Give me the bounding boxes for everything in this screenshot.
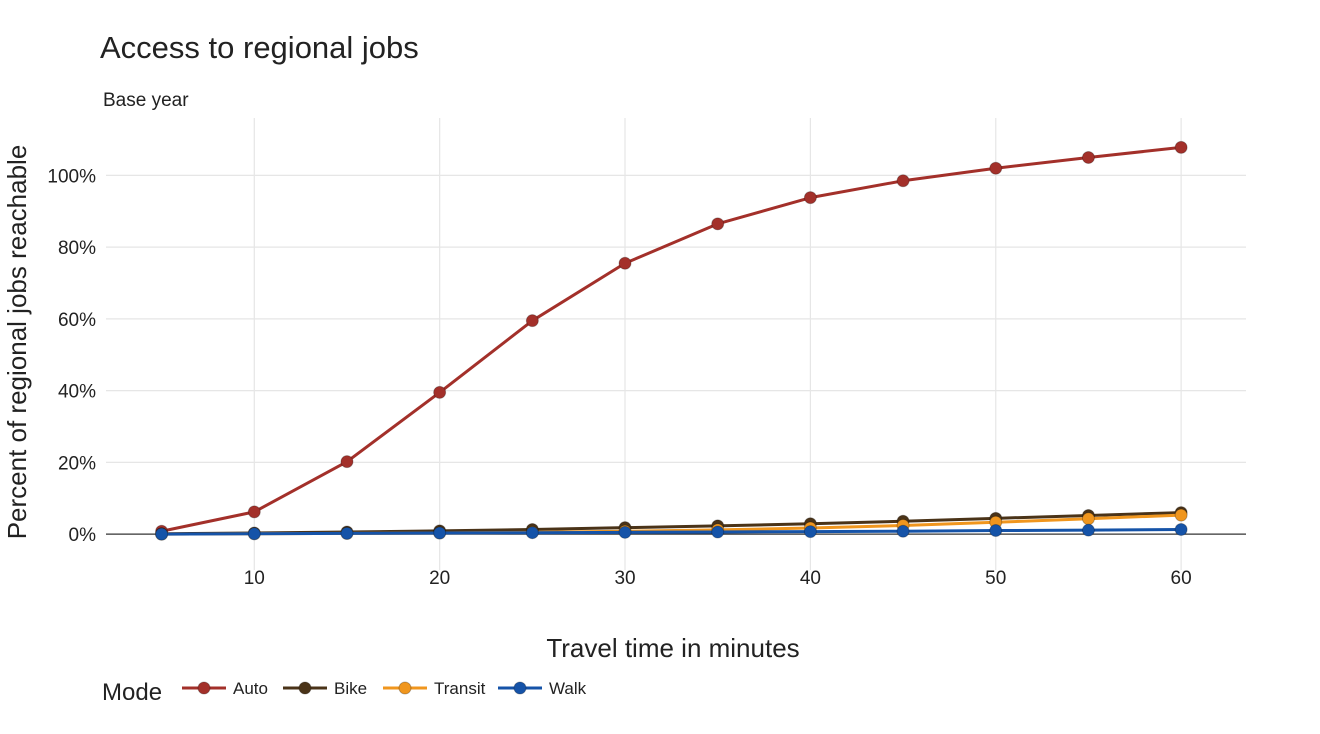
series-auto xyxy=(155,140,1188,538)
y-tick-label: 80% xyxy=(58,238,96,259)
series-transit xyxy=(155,508,1188,541)
x-tick-label: 50 xyxy=(985,568,1006,589)
x-tick-label: 60 xyxy=(1171,568,1192,589)
legend-label: Auto xyxy=(233,679,268,698)
data-point-walk[interactable] xyxy=(1081,523,1095,537)
data-point-auto[interactable] xyxy=(340,455,354,469)
legend-swatch-marker xyxy=(513,681,527,695)
x-tick-label: 20 xyxy=(429,568,450,589)
chart-subtitle: Base year xyxy=(103,90,189,111)
data-point-auto[interactable] xyxy=(896,174,910,188)
y-tick-label: 20% xyxy=(58,453,96,474)
y-tick-label: 60% xyxy=(58,310,96,331)
data-point-auto[interactable] xyxy=(247,505,261,519)
data-point-walk[interactable] xyxy=(340,526,354,540)
legend-label: Transit xyxy=(434,679,486,698)
x-tick-label: 40 xyxy=(800,568,821,589)
data-point-auto[interactable] xyxy=(989,161,1003,175)
legend-item-bike[interactable]: Bike xyxy=(283,679,367,698)
x-tick-label: 10 xyxy=(244,568,265,589)
series-line-walk xyxy=(161,527,1182,536)
data-point-auto[interactable] xyxy=(1081,150,1095,164)
legend-swatch-marker xyxy=(197,681,211,695)
data-point-auto[interactable] xyxy=(711,217,725,231)
data-point-auto[interactable] xyxy=(618,256,632,270)
x-tick-label: 30 xyxy=(614,568,635,589)
data-point-walk[interactable] xyxy=(1174,522,1188,536)
data-point-auto[interactable] xyxy=(433,385,447,399)
data-point-auto[interactable] xyxy=(1174,140,1188,154)
series-line-auto xyxy=(161,145,1182,533)
data-point-walk[interactable] xyxy=(155,527,169,541)
y-tick-label: 40% xyxy=(58,382,96,403)
legend-item-transit[interactable]: Transit xyxy=(383,679,486,698)
data-point-walk[interactable] xyxy=(433,526,447,540)
y-tick-label: 100% xyxy=(47,166,96,187)
legend-swatch-marker xyxy=(398,681,412,695)
data-point-walk[interactable] xyxy=(525,526,539,540)
y-tick-label: 0% xyxy=(69,525,97,546)
legend: Mode Auto Bike Transit Walk xyxy=(102,679,587,706)
axes: 10 20 30 40 50 60 0% 20% 40% 60% 80% 100% xyxy=(47,166,1191,589)
chart-title: Access to regional jobs xyxy=(100,30,419,65)
data-point-walk[interactable] xyxy=(896,524,910,538)
data-point-walk[interactable] xyxy=(711,525,725,539)
y-axis-title: Percent of regional jobs reachable xyxy=(2,145,32,540)
x-axis-title: Travel time in minutes xyxy=(546,633,799,663)
data-point-auto[interactable] xyxy=(525,314,539,328)
data-point-walk[interactable] xyxy=(247,527,261,541)
legend-swatch-marker xyxy=(298,681,312,695)
legend-label: Bike xyxy=(334,679,367,698)
data-point-transit[interactable] xyxy=(1081,512,1095,526)
legend-item-walk[interactable]: Walk xyxy=(498,679,587,698)
data-point-walk[interactable] xyxy=(989,524,1003,538)
data-point-walk[interactable] xyxy=(618,525,632,539)
data-point-auto[interactable] xyxy=(803,191,817,205)
series-walk xyxy=(155,522,1188,541)
data-point-walk[interactable] xyxy=(803,525,817,539)
data-point-transit[interactable] xyxy=(1174,508,1188,522)
gridlines xyxy=(106,118,1246,570)
legend-label: Walk xyxy=(549,679,587,698)
legend-title: Mode xyxy=(102,679,162,706)
series-group xyxy=(155,140,1188,541)
legend-item-auto[interactable]: Auto xyxy=(182,679,268,698)
